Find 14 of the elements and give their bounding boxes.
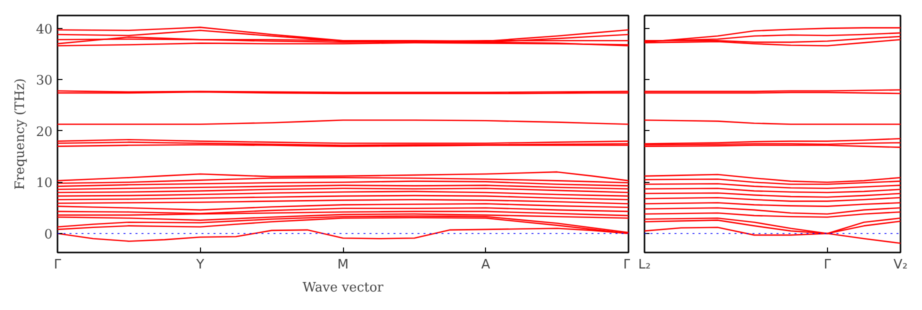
x-tick-label: L₂: [638, 258, 651, 272]
y-tick-label: 0: [44, 228, 53, 243]
x-tick-label: V₂: [893, 258, 908, 272]
x-tick-label: Y: [195, 258, 204, 272]
y-tick-label: 10: [36, 176, 53, 192]
x-tick-label: Γ: [824, 258, 832, 272]
x-tick-label: M: [337, 258, 349, 272]
x-tick-label: A: [481, 258, 490, 272]
x-tick-label: Γ: [54, 258, 62, 272]
y-tick-label: 30: [36, 74, 53, 89]
x-axis-title: Wave vector: [302, 280, 384, 296]
y-tick-label: 20: [36, 124, 53, 140]
y-tick-label: 40: [36, 22, 53, 38]
y-axis-title: Frequency (THz): [12, 78, 28, 190]
